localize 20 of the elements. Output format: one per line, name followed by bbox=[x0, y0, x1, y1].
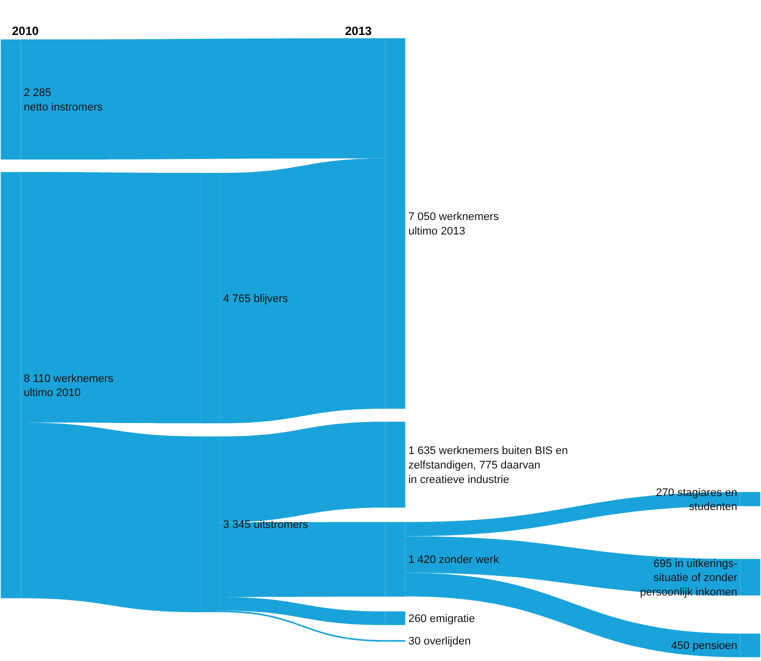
category-label: overlijden bbox=[424, 636, 471, 648]
category-label: emigratie bbox=[430, 613, 475, 626]
data-label: 1 420 bbox=[408, 554, 436, 566]
category-label: blijvers bbox=[254, 292, 288, 305]
data-label: 2 285 bbox=[24, 87, 52, 100]
text: 2010 bbox=[12, 24, 40, 38]
data-label: 30 bbox=[408, 636, 421, 648]
category-label: uitstromers bbox=[254, 519, 308, 532]
category-label: pensioen bbox=[692, 640, 738, 652]
data-label: 8 110 bbox=[24, 372, 50, 385]
category-label: netto instromers bbox=[24, 101, 104, 114]
data-label: 450 bbox=[671, 640, 690, 652]
data-label: 4 765 bbox=[223, 292, 251, 305]
data-label: 1 635 bbox=[408, 445, 436, 458]
text: 2013 bbox=[345, 24, 372, 38]
category-label: zonder werk bbox=[438, 554, 499, 566]
data-label: 3 345 bbox=[223, 519, 251, 532]
data-label: 695 bbox=[653, 558, 672, 570]
data-label: 7 050 bbox=[408, 211, 436, 224]
data-label: 260 bbox=[408, 613, 427, 626]
